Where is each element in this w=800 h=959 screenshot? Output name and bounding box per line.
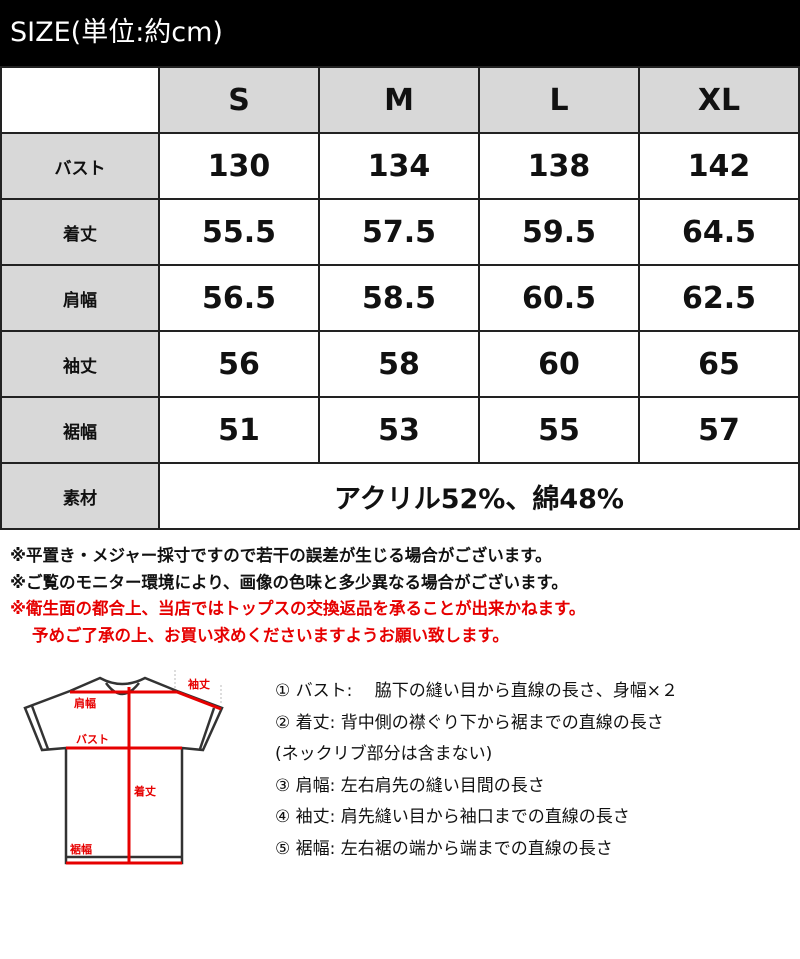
size-value: 134 bbox=[318, 132, 480, 200]
chart-title: SIZE(単位:約cm) bbox=[0, 0, 800, 66]
label-length: 着丈 bbox=[133, 784, 156, 798]
note: ※平置き・メジャー採寸ですので若干の誤差が生じる場合がございます。 bbox=[10, 546, 552, 565]
size-value: 55 bbox=[478, 396, 640, 464]
tshirt-measurement-diagram: 袖丈 肩幅 バスト 着丈 裾幅 bbox=[23, 670, 224, 865]
size-xl: XL bbox=[638, 66, 800, 134]
row-label: 裾幅 bbox=[0, 396, 160, 464]
description: ④ 袖丈: 肩先縫い目から袖口までの直線の長さ bbox=[275, 807, 630, 827]
size-value: 60.5 bbox=[478, 264, 640, 332]
note: ※ご覧のモニター環境により、画像の色味と多少異なる場合がございます。 bbox=[10, 572, 568, 592]
label-sleeve: 袖丈 bbox=[188, 677, 210, 691]
row-label: 袖丈 bbox=[0, 330, 160, 398]
warning-note: ※衛生面の都合上、当店ではトップスの交換返品を承ることが出来かねます。 bbox=[10, 599, 586, 618]
table-row: 裾幅 51 53 55 57 bbox=[0, 396, 800, 464]
size-value: 138 bbox=[478, 132, 640, 200]
table-row: 肩幅 56.5 58.5 60.5 62.5 bbox=[0, 264, 800, 332]
row-label: バスト bbox=[0, 132, 160, 200]
description: (ネックリブ部分は含まない) bbox=[275, 744, 493, 764]
description: ② 着丈: 背中側の襟ぐり下から裾までの直線の長さ bbox=[275, 712, 664, 733]
size-value: 57.5 bbox=[318, 198, 480, 266]
size-value: 58.5 bbox=[318, 264, 480, 332]
description: ① バスト: 脇下の縫い目から直線の長さ、身幅×２ bbox=[275, 681, 679, 701]
label-bust: バスト bbox=[76, 733, 109, 746]
description: ③ 肩幅: 左右肩先の縫い目間の長さ bbox=[275, 775, 545, 796]
size-value: 57 bbox=[638, 396, 800, 464]
notes: ※平置き・メジャー採寸ですので若干の誤差が生じる場合がございます。 ※ご覧のモニ… bbox=[10, 543, 585, 649]
size-value: 64.5 bbox=[638, 198, 800, 266]
table-row: 着丈 55.5 57.5 59.5 64.5 bbox=[0, 198, 800, 266]
size-header-row: S M L XL bbox=[0, 66, 800, 134]
material-row: 素材 アクリル52%、綿48% bbox=[0, 462, 800, 530]
material-value: アクリル52%、綿48% bbox=[158, 462, 800, 530]
size-value: 58 bbox=[318, 330, 480, 398]
size-value: 142 bbox=[638, 132, 800, 200]
size-s: S bbox=[158, 66, 320, 134]
size-value: 62.5 bbox=[638, 264, 800, 332]
size-value: 51 bbox=[158, 396, 320, 464]
row-label: 素材 bbox=[0, 462, 160, 530]
size-value: 55.5 bbox=[158, 198, 320, 266]
description: ⑤ 裾幅: 左右裾の端から端までの直線の長さ bbox=[275, 838, 613, 859]
size-value: 130 bbox=[158, 132, 320, 200]
size-l: L bbox=[478, 66, 640, 134]
size-value: 59.5 bbox=[478, 198, 640, 266]
size-m: M bbox=[318, 66, 480, 134]
label-hem: 裾幅 bbox=[70, 842, 92, 856]
label-shoulder: 肩幅 bbox=[74, 696, 96, 710]
measurement-descriptions: ① バスト: 脇下の縫い目から直線の長さ、身幅×２ ② 着丈: 背中側の襟ぐり下… bbox=[275, 676, 678, 865]
table-row: 袖丈 56 58 60 65 bbox=[0, 330, 800, 398]
size-value: 56 bbox=[158, 330, 320, 398]
size-value: 53 bbox=[318, 396, 480, 464]
size-table: S M L XL バスト 130 134 138 142 着丈 55.5 57.5 59.5 64… bbox=[0, 66, 800, 530]
size-value: 65 bbox=[638, 330, 800, 398]
size-value: 56.5 bbox=[158, 264, 320, 332]
row-label: 着丈 bbox=[0, 198, 160, 266]
row-label: 肩幅 bbox=[0, 264, 160, 332]
warning-note: 予めご了承の上、お買い求めくださいますようお願い致します。 bbox=[32, 625, 509, 645]
size-value: 60 bbox=[478, 330, 640, 398]
table-row: バスト 130 134 138 142 bbox=[0, 132, 800, 200]
